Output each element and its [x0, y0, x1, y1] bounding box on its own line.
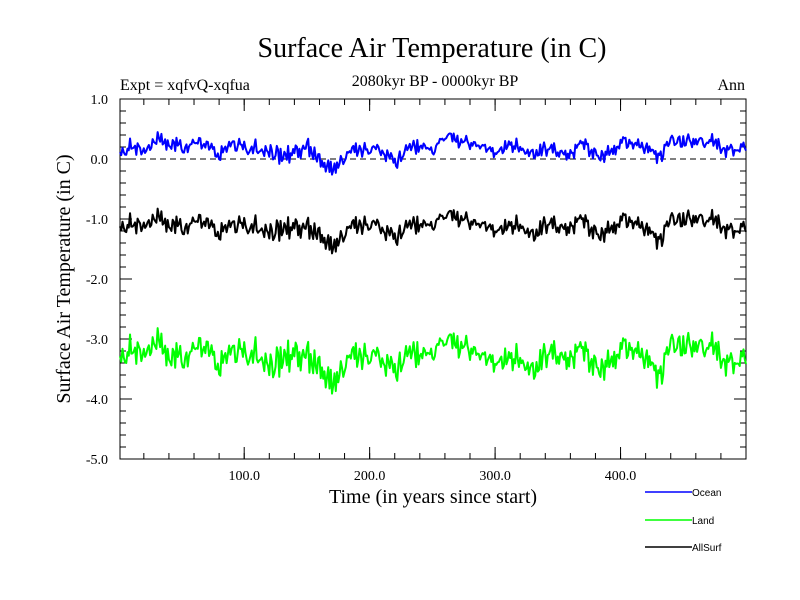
x-tick-label: 100.0: [228, 469, 260, 484]
y-tick-label: -1.0: [86, 213, 108, 228]
legend-label-ocean: Ocean: [692, 488, 721, 499]
series-line-land: [119, 327, 747, 395]
series-line-allsurf: [119, 207, 747, 255]
legend: Ocean Land AllSurf: [645, 488, 722, 554]
legend-label-land: Land: [692, 516, 714, 527]
y-tick-label: -3.0: [86, 333, 108, 348]
y-tick-label: -5.0: [86, 453, 108, 468]
legend-label-allsurf: AllSurf: [692, 543, 722, 554]
chart-title: Surface Air Temperature (in C): [258, 33, 607, 64]
y-axis-title: Surface Air Temperature (in C): [53, 154, 75, 403]
x-axis: 100.0 200.0 300.0 400.0: [143, 99, 722, 484]
series-line-ocean: [119, 131, 747, 176]
y-tick-label: 1.0: [91, 93, 109, 108]
series-layer: [119, 131, 747, 395]
y-tick-label: 0.0: [91, 153, 109, 168]
y-tick-label: -4.0: [86, 393, 108, 408]
x-tick-label: 400.0: [605, 469, 637, 484]
y-axis: 1.0 0.0 -1.0 -2.0 -3.0 -4.0 -5.0: [86, 93, 746, 468]
season-label: Ann: [717, 77, 745, 94]
x-tick-label: 300.0: [479, 469, 511, 484]
chart-subtitle: 2080kyr BP - 0000kyr BP: [352, 73, 519, 90]
y-tick-label: -2.0: [86, 273, 108, 288]
experiment-label: Expt = xqfvQ-xqfua: [120, 77, 250, 94]
x-tick-label: 200.0: [354, 469, 386, 484]
x-axis-title: Time (in years since start): [329, 486, 537, 508]
